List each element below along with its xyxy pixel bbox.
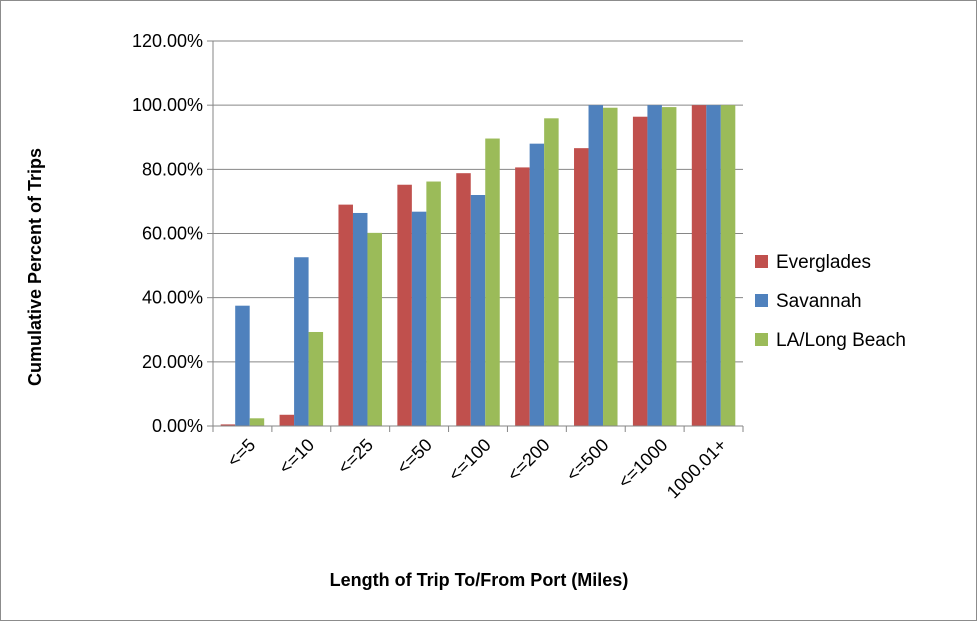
bar-everglades — [632, 116, 648, 426]
x-tick-label: <=50 — [393, 435, 436, 478]
bars — [220, 105, 736, 427]
bar-savannah — [294, 257, 309, 426]
x-tick-label: <=25 — [334, 435, 377, 478]
legend-label: Savannah — [776, 291, 862, 312]
bar-everglades — [515, 167, 530, 427]
bar-la-long-beach — [249, 418, 265, 426]
bar-everglades — [691, 105, 707, 427]
y-tick-label: 120.00% — [132, 31, 203, 51]
bar-la-long-beach — [603, 107, 618, 426]
bar-la-long-beach — [544, 118, 559, 426]
y-tick-label: 40.00% — [142, 288, 203, 308]
x-tick-label: 1000.01+ — [663, 435, 731, 503]
bar-la-long-beach — [308, 331, 324, 426]
y-tick-label: 0.00% — [152, 416, 203, 436]
x-tick-label: <=100 — [445, 435, 495, 485]
bar-savannah — [235, 305, 250, 426]
x-tick-label: <=500 — [562, 435, 612, 485]
bar-la-long-beach — [720, 105, 736, 427]
y-tick-label: 80.00% — [142, 159, 203, 179]
bar-everglades — [574, 148, 589, 427]
bar-la-long-beach — [485, 138, 500, 427]
x-tick-labels: <=5 <=10 <=25 <=50 <=100 <=200 <=500 <=10001000… — [223, 435, 730, 503]
legend-swatch — [755, 333, 768, 346]
x-tick-label: <=200 — [503, 435, 553, 485]
legend: Everglades Savannah LA/Long Beach — [755, 252, 906, 351]
bar-savannah — [411, 211, 427, 426]
y-tick-label: 60.00% — [142, 224, 203, 244]
bar-savannah — [706, 105, 721, 427]
bar-savannah — [352, 212, 368, 426]
legend-swatch — [755, 255, 768, 268]
x-axis-title: Length of Trip To/From Port (Miles) — [330, 570, 629, 590]
bar-everglades — [220, 424, 236, 426]
y-tick-label: 100.00% — [132, 95, 203, 115]
bar-everglades — [338, 204, 353, 426]
legend-label: LA/Long Beach — [776, 330, 906, 351]
bar-everglades — [456, 173, 471, 426]
x-tick-label: <=1000 — [614, 435, 671, 492]
x-tick-label: <=5 — [223, 435, 259, 471]
bar-la-long-beach — [661, 107, 677, 426]
bar-savannah — [470, 195, 486, 426]
x-tick-label: <=10 — [275, 435, 318, 478]
bar-la-long-beach — [426, 181, 441, 426]
legend-swatch — [755, 294, 768, 307]
bar-la-long-beach — [367, 232, 382, 426]
axes — [207, 40, 744, 432]
legend-label: Everglades — [776, 252, 871, 273]
bar-savannah — [588, 105, 604, 427]
bar-everglades — [397, 184, 412, 426]
bar-savannah — [647, 105, 662, 427]
y-tick-label: 20.00% — [142, 352, 203, 372]
y-axis-title: Cumulative Percent of Trips — [25, 148, 45, 386]
bar-savannah — [529, 143, 545, 426]
bar-everglades — [279, 414, 295, 426]
y-tick-labels: 0.00% 20.00% 40.00% 60.00% 80.00% 100.00% 120.… — [132, 31, 203, 436]
